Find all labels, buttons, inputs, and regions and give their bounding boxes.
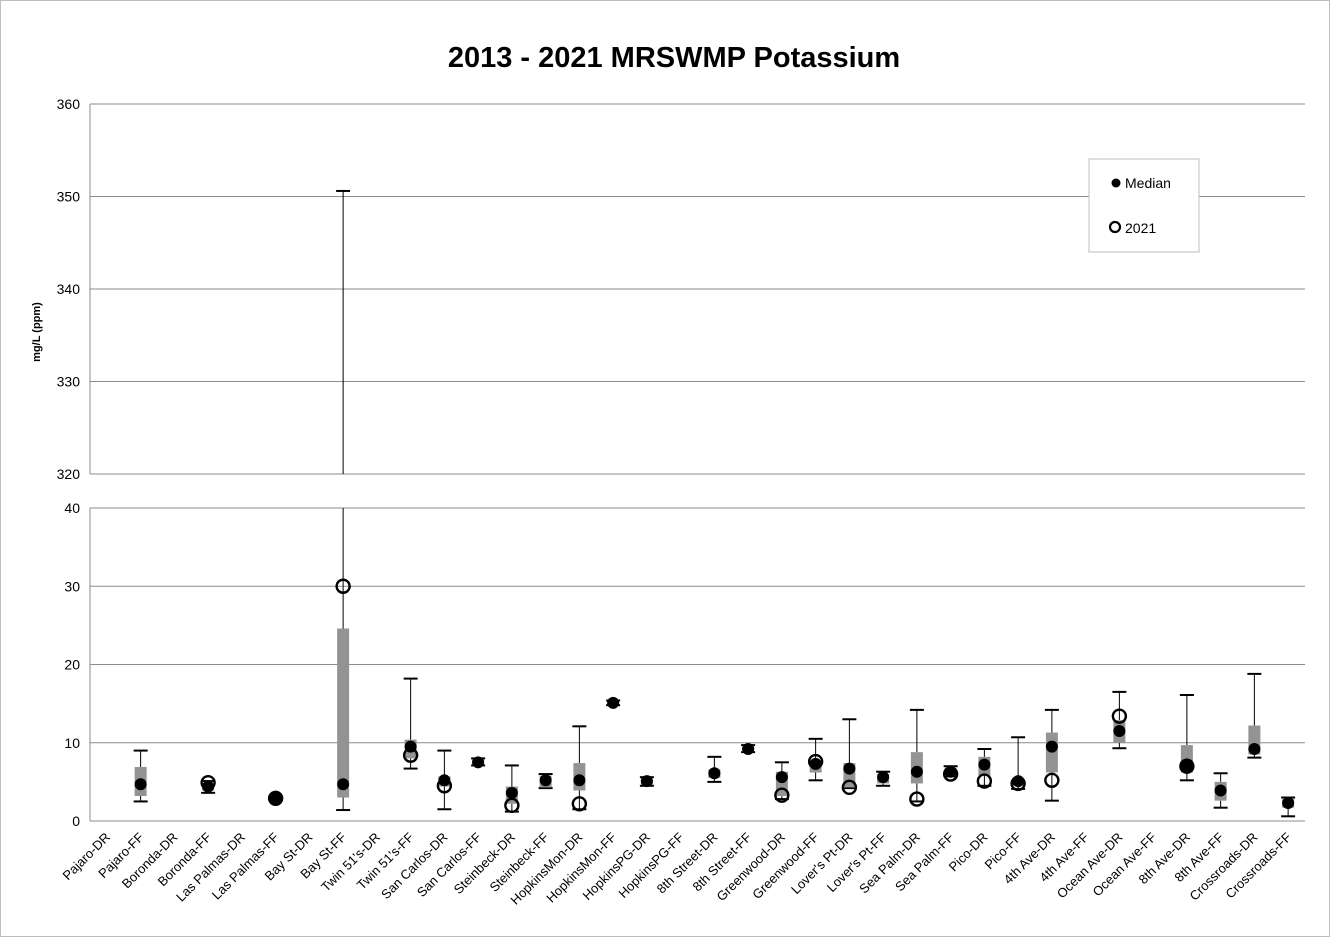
legend-median-marker (1111, 178, 1121, 188)
point-2021 (1044, 772, 1060, 789)
lower-tick-label: 30 (64, 578, 80, 594)
point-2021 (267, 790, 284, 807)
legend-median-label: Median (1125, 175, 1171, 191)
median-point (573, 774, 586, 787)
upper-tick-labels: 360 350 340 330 320 (57, 96, 81, 482)
median-point (775, 771, 788, 784)
box-marks (133, 189, 1296, 818)
point-2021 (807, 753, 824, 770)
median-point (539, 774, 552, 787)
upper-tick-label: 330 (57, 374, 81, 390)
median-point (269, 792, 282, 805)
point-2021 (942, 766, 959, 782)
upper-gridlines (89, 103, 1305, 475)
median-point (843, 762, 856, 775)
lower-tick-label: 0 (72, 813, 80, 829)
legend-2021-label: 2021 (1125, 220, 1156, 236)
point-2021 (1111, 708, 1128, 724)
median-point (877, 771, 890, 784)
point-2021 (200, 774, 216, 791)
point-2021 (976, 773, 993, 789)
point-2021 (909, 791, 925, 807)
point-2021 (436, 778, 453, 794)
y-axis-label: mg/L (ppm) (31, 302, 43, 362)
median-point (978, 758, 991, 771)
median-point (742, 743, 755, 756)
upper-tick-label: 320 (57, 466, 81, 482)
upper-tick-label: 360 (57, 96, 81, 112)
median-point (1180, 760, 1193, 773)
lower-tick-label: 40 (64, 500, 80, 516)
legend-2021-marker (1108, 220, 1122, 234)
median-point (1113, 725, 1126, 738)
point-2021 (335, 578, 351, 594)
median-point (910, 765, 923, 778)
legend: Median 2021 (1088, 158, 1200, 253)
point-2021 (504, 797, 520, 814)
median-point (708, 767, 721, 780)
point-2021 (402, 747, 419, 763)
point-2021 (1179, 758, 1195, 774)
point-2021 (841, 779, 858, 796)
median-point (1282, 797, 1295, 810)
median-point (1045, 740, 1058, 753)
lower-tick-labels: 40 30 20 10 0 (64, 500, 80, 829)
lower-tick-label: 20 (64, 657, 80, 673)
legend-box (1088, 158, 1200, 253)
point-2021 (1010, 775, 1026, 792)
point-2021 (571, 796, 588, 812)
median-point (1248, 743, 1261, 756)
median-point (640, 775, 653, 788)
point-2021 (774, 787, 790, 803)
median-point (472, 756, 485, 769)
median-point (134, 778, 147, 791)
median-point (1214, 784, 1227, 797)
median-point (505, 786, 518, 799)
chart-title: 2013 - 2021 MRSWMP Potassium (448, 42, 900, 74)
upper-tick-label: 340 (57, 281, 81, 297)
upper-tick-label: 350 (57, 189, 81, 205)
point-marks (134, 578, 1295, 814)
median-point (607, 696, 620, 709)
median-point (337, 778, 350, 791)
lower-tick-label: 10 (64, 735, 80, 751)
lower-gridlines (89, 507, 1305, 822)
iqr-box (337, 628, 350, 798)
